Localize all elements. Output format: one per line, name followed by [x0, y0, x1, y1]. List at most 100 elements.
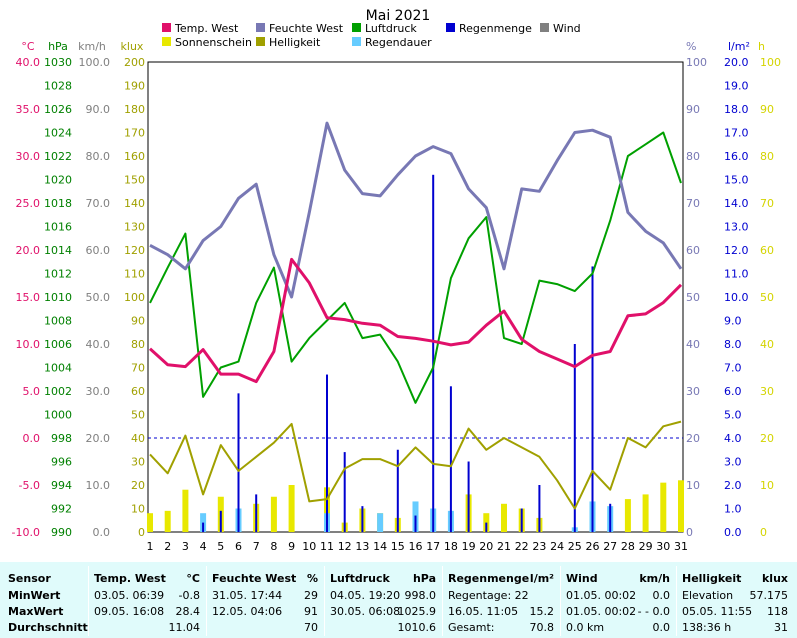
rain-amount-bar: [485, 522, 488, 532]
stats-sensor-title: Sensor: [8, 572, 51, 585]
x-tick-label: 24: [550, 540, 564, 553]
stats-temp-max: 28.4: [175, 605, 201, 618]
axis-unit-rain_lm2: l/m²: [728, 40, 750, 53]
stats-rain-total-label: Gesamt:: [448, 621, 495, 634]
tick-label-press_hpa: 1008: [44, 315, 72, 328]
sunshine-bar: [288, 485, 295, 532]
tick-label-light_klux: 70: [131, 362, 145, 375]
tick-label-press_hpa: 1022: [44, 150, 72, 163]
tick-label-hum_pct: 0: [686, 526, 693, 539]
stats-row-max: MaxWert: [8, 605, 64, 618]
x-tick-label: 28: [621, 540, 635, 553]
tick-label-rain_lm2: 8.0: [724, 338, 742, 351]
legend-swatch: [256, 23, 265, 32]
stats-rain-max-date: 16.05. 11:05: [448, 605, 519, 618]
x-tick-label: 18: [444, 540, 458, 553]
tick-label-press_hpa: 1024: [44, 127, 72, 140]
series-line-helligkeit: [149, 420, 682, 510]
stats-hum-min: 29: [304, 589, 318, 602]
rain-amount-bar: [538, 485, 541, 532]
stats-light-max-date: 05.05. 11:55: [682, 605, 753, 618]
tick-label-press_hpa: 998: [51, 432, 72, 445]
tick-label-light_klux: 160: [124, 150, 145, 163]
tick-label-press_hpa: 994: [51, 479, 72, 492]
tick-label-sun_h: 50: [760, 291, 774, 304]
stats-temp-avg: 11.04: [168, 621, 201, 634]
sunshine-bar: [624, 499, 631, 532]
tick-label-temp_c: 35.0: [16, 103, 41, 116]
tick-label-rain_lm2: 2.0: [724, 479, 742, 492]
series-line-luftdruck: [149, 131, 682, 404]
legend-swatch: [352, 23, 361, 32]
stats-wind-title: Wind: [566, 572, 598, 585]
tick-label-temp_c: 20.0: [16, 244, 41, 257]
legend-swatch: [540, 23, 549, 32]
tick-label-light_klux: 130: [124, 221, 145, 234]
x-tick-label: 21: [497, 540, 511, 553]
tick-label-rain_lm2: 16.0: [724, 150, 749, 163]
tick-label-rain_lm2: 1.0: [724, 503, 742, 516]
rain-amount-bar: [467, 461, 470, 532]
stats-temp-title: Temp. West: [94, 572, 166, 585]
tick-label-sun_h: 0: [760, 526, 767, 539]
stats-light-max: 118: [767, 605, 788, 618]
tick-label-light_klux: 200: [124, 56, 145, 69]
sunshine-bar: [182, 489, 189, 532]
tick-label-light_klux: 20: [131, 479, 145, 492]
stats-press-min: 998.0: [404, 589, 437, 602]
x-tick-label: 20: [479, 540, 493, 553]
stats-hum-title: Feuchte West: [212, 572, 297, 585]
tick-label-hum_pct: 70: [686, 197, 700, 210]
x-tick-label: 14: [373, 540, 387, 553]
x-tick-label: 23: [532, 540, 546, 553]
chart-title: Mai 2021: [366, 8, 431, 24]
tick-label-rain_lm2: 10.0: [724, 291, 749, 304]
axes: 40.0 35.0 30.0 25.0 20.0 15.0 10.0 5.0 0.0 -5.0 -1…: [12, 56, 781, 539]
stats-row-avg: Durchschnitt: [8, 621, 88, 634]
axis-unit-press_hpa: hPa: [48, 40, 68, 53]
rain-amount-bar: [520, 508, 523, 532]
x-tick-label: 3: [182, 540, 189, 553]
sunshine-bar: [164, 510, 171, 532]
tick-label-sun_h: 90: [760, 103, 774, 116]
tick-label-press_hpa: 996: [51, 456, 72, 469]
stats-temp-max-date: 09.05. 16:08: [94, 605, 165, 618]
tick-label-sun_h: 30: [760, 385, 774, 398]
series-line-feuchte-west: [149, 121, 683, 299]
x-tick-label: 19: [462, 540, 476, 553]
stats-temp-min-date: 03.05. 06:39: [94, 589, 165, 602]
tick-label-wind_kmh: 40.0: [86, 338, 111, 351]
tick-label-wind_kmh: 20.0: [86, 432, 111, 445]
rain-amount-bar: [255, 494, 258, 532]
tick-label-light_klux: 50: [131, 409, 145, 422]
tick-label-hum_pct: 90: [686, 103, 700, 116]
plot-frame: [147, 61, 684, 533]
stats-wind-avg: 0.0: [652, 621, 671, 634]
tick-label-temp_c: 15.0: [16, 291, 41, 304]
legend-swatch: [352, 37, 361, 46]
tick-label-press_hpa: 1030: [44, 56, 72, 69]
stats-wind-max: - - 0.0: [637, 605, 670, 618]
stats-hum-max: 91: [304, 605, 318, 618]
x-tick-label: 15: [391, 540, 405, 553]
rain-amount-bar: [609, 503, 612, 532]
tick-label-hum_pct: 80: [686, 150, 700, 163]
sunshine-bar: [660, 482, 667, 532]
rain-amount-bar: [591, 266, 594, 532]
rain-amount-bar: [202, 522, 205, 532]
tick-label-rain_lm2: 3.0: [724, 456, 742, 469]
stats-rain-days: Regentage: 22: [448, 589, 529, 602]
weather-chart: Mai 2021 Temp. West Feuchte West Luftdruck…: [12, 8, 781, 553]
tick-label-light_klux: 140: [124, 197, 145, 210]
tick-label-light_klux: 80: [131, 338, 145, 351]
legend-swatch: [446, 23, 455, 32]
stats-light-title: Helligkeit: [682, 572, 742, 585]
tick-label-wind_kmh: 0.0: [93, 526, 111, 539]
tick-label-wind_kmh: 80.0: [86, 150, 111, 163]
stats-light-elev: 57.175: [749, 589, 789, 602]
tick-label-temp_c: 0.0: [23, 432, 41, 445]
tick-label-wind_kmh: 10.0: [86, 479, 111, 492]
x-tick-label: 8: [270, 540, 277, 553]
tick-label-hum_pct: 40: [686, 338, 700, 351]
legend-label: Wind: [553, 22, 581, 35]
